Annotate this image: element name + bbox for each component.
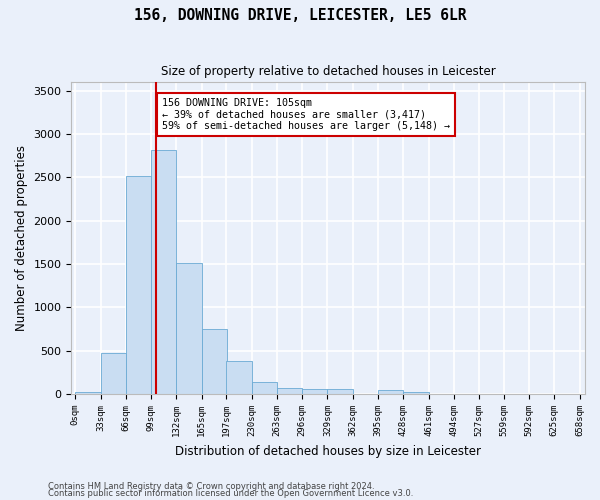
Y-axis label: Number of detached properties: Number of detached properties (15, 145, 28, 331)
Bar (75, 392, 101, 394)
Bar (176, 263, 202, 394)
Text: Contains HM Land Registry data © Crown copyright and database right 2024.: Contains HM Land Registry data © Crown c… (48, 482, 374, 491)
Bar (403, 392, 428, 394)
Bar (226, 361, 251, 394)
Bar (202, 329, 227, 394)
Bar (101, 354, 126, 394)
Text: 156 DOWNING DRIVE: 105sqm
← 39% of detached houses are smaller (3,417)
59% of se: 156 DOWNING DRIVE: 105sqm ← 39% of detac… (162, 98, 450, 131)
Bar (302, 390, 328, 394)
Bar (277, 388, 302, 394)
Text: Contains public sector information licensed under the Open Government Licence v3: Contains public sector information licen… (48, 490, 413, 498)
Bar (378, 390, 403, 394)
Bar (126, 176, 151, 394)
X-axis label: Distribution of detached houses by size in Leicester: Distribution of detached houses by size … (175, 444, 481, 458)
Text: 156, DOWNING DRIVE, LEICESTER, LE5 6LR: 156, DOWNING DRIVE, LEICESTER, LE5 6LR (134, 8, 466, 22)
Bar (251, 382, 277, 394)
Bar (151, 150, 176, 394)
Bar (328, 390, 353, 394)
Title: Size of property relative to detached houses in Leicester: Size of property relative to detached ho… (161, 65, 496, 78)
